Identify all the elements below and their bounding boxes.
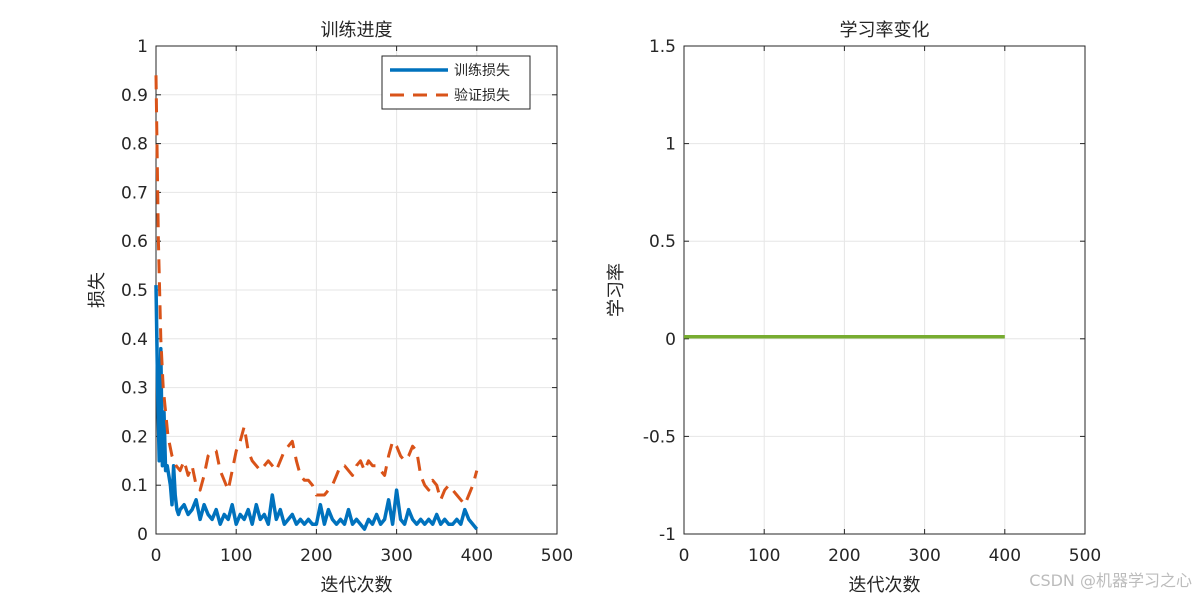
x-tick-label: 300 <box>380 546 412 566</box>
y-axis-label: 学习率 <box>606 263 627 317</box>
plot-area-border <box>683 45 1086 535</box>
x-tick-label: 100 <box>748 546 780 566</box>
y-tick-label: 1.5 <box>649 37 676 57</box>
chart-title: 训练进度 <box>321 20 393 41</box>
y-tick-label: 0.9 <box>121 86 148 106</box>
x-tick-label: 500 <box>1069 546 1101 566</box>
series-line-1 <box>154 75 479 507</box>
y-tick-label: 0.8 <box>121 135 148 155</box>
x-tick-label: 0 <box>151 546 162 566</box>
legend-label-0: 训练损失 <box>454 63 510 79</box>
legend-box <box>381 55 531 110</box>
y-axis-label: 损失 <box>87 272 108 308</box>
training-loss-chart: 0 100 200 300 400 500 0 0.1 0.2 0.3 0.4 0.5 0.6 0.7 0.… <box>87 20 573 596</box>
x-tick-label: 200 <box>300 546 332 566</box>
x-tick-label: 100 <box>220 546 252 566</box>
x-tick-label: 400 <box>989 546 1021 566</box>
y-tick-label: -0.5 <box>643 427 676 447</box>
y-tick-label: 1 <box>665 135 676 155</box>
y-tick-label: 0.1 <box>121 476 148 496</box>
watermark: CSDN @机器学习之心 <box>1029 571 1192 590</box>
y-tick-label: 0.7 <box>121 183 148 203</box>
x-tick-label: 300 <box>908 546 940 566</box>
x-axis-label: 迭代次数 <box>849 575 921 596</box>
x-axis-label: 迭代次数 <box>321 575 393 596</box>
y-tick-label: 0.5 <box>649 232 676 252</box>
x-tick-label: 200 <box>828 546 860 566</box>
y-tick-label: 0 <box>665 330 676 350</box>
y-tick-label: 0 <box>137 525 148 545</box>
x-tick-label: 0 <box>679 546 690 566</box>
y-tick-label: 0.5 <box>121 281 148 301</box>
x-tick-label: 400 <box>461 546 493 566</box>
y-tick-label: 1 <box>137 37 148 57</box>
y-tick-label: 0.2 <box>121 427 148 447</box>
y-tick-label: 0.6 <box>121 232 148 252</box>
y-tick-label: 0.4 <box>121 330 148 350</box>
y-tick-label: -1 <box>659 525 676 545</box>
series-line-0 <box>154 285 479 531</box>
legend-label-1: 验证损失 <box>454 88 510 104</box>
chart-title: 学习率变化 <box>840 20 930 41</box>
y-tick-label: 0.3 <box>121 379 148 399</box>
x-tick-label: 500 <box>541 546 573 566</box>
